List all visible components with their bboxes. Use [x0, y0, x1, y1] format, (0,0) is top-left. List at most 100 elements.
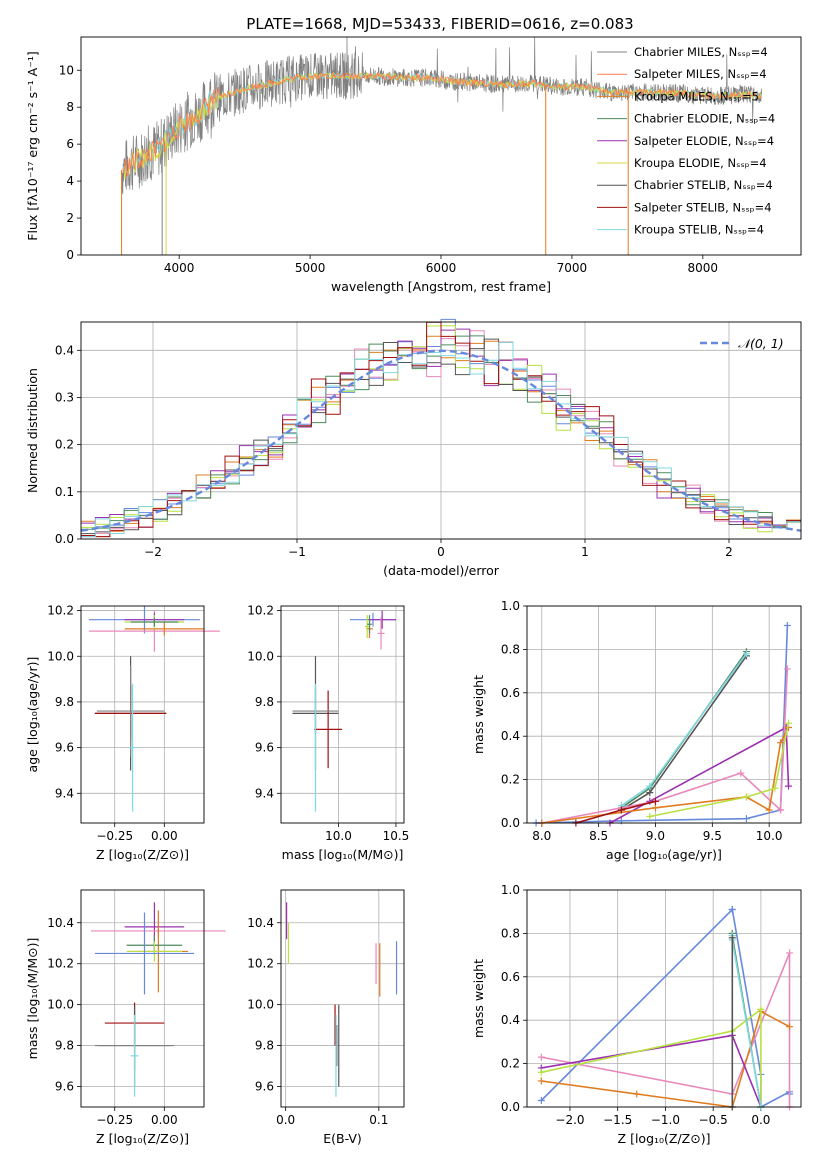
y-tick-label: 0.8	[501, 926, 520, 940]
plot-area-spectrum	[121, 37, 763, 255]
y-tick-label: 1.0	[501, 883, 520, 897]
y-tick-label: 10.0	[47, 649, 74, 663]
plot-area-residuals	[80, 318, 802, 538]
weight-series	[537, 1031, 765, 1111]
x-tick-label: 8.0	[532, 829, 551, 843]
axes-frame	[526, 605, 802, 824]
errorbar-point	[128, 683, 137, 812]
plot-area-age-vs-Z	[88, 606, 220, 812]
errorbar-point	[126, 941, 183, 962]
y-tick-label: 0.6	[501, 970, 520, 984]
y-tick-label: 0.0	[55, 532, 74, 546]
axes-frame	[526, 889, 802, 1108]
x-tick-label: 9.0	[646, 829, 665, 843]
y-tick-label: 0.0	[501, 1100, 520, 1114]
y-tick-label: 10.2	[247, 957, 274, 971]
errorbar-point	[314, 690, 342, 769]
y-tick-label: 10.2	[247, 604, 274, 618]
y-tick-label: 10.0	[247, 998, 274, 1012]
weight-point	[742, 815, 750, 823]
y-tick-label: 0.2	[501, 1057, 520, 1071]
errorbar-point	[130, 617, 179, 627]
weight-point	[537, 1077, 545, 1085]
y-tick-label: 6	[66, 137, 74, 151]
x-axis-label: wavelength [Angstrom, rest frame]	[331, 279, 551, 294]
x-tick-label: 0.0	[276, 1113, 295, 1127]
y-axis-label: mass weight	[471, 675, 486, 754]
y-tick-label: 10.2	[47, 604, 74, 618]
spectrum-model-line	[122, 71, 762, 177]
y-tick-label: 9.8	[255, 695, 274, 709]
errorbar-point	[377, 617, 385, 650]
legend-label: Chabrier ELODIE, Nₛₛₚ=4	[634, 112, 775, 126]
y-tick-label: 0.4	[501, 729, 520, 743]
errorbar-point	[368, 610, 396, 629]
errorbar-point	[130, 1014, 139, 1097]
x-tick-label: 10.5	[383, 829, 410, 843]
y-tick-label: 10.0	[47, 998, 74, 1012]
x-tick-label: −1.0	[651, 1113, 680, 1127]
x-tick-label: 0.00	[151, 1113, 178, 1127]
weight-line	[536, 625, 789, 824]
weight-point	[646, 812, 654, 820]
y-tick-label: 9.6	[55, 741, 74, 755]
y-tick-label: 0.8	[501, 642, 520, 656]
y-tick-label: 9.4	[55, 786, 74, 800]
weight-point	[617, 806, 625, 814]
plot-area-weight-vs-age	[532, 622, 792, 827]
plot-area-age-vs-mass	[292, 610, 396, 812]
weight-point	[784, 782, 792, 790]
legend-label: Kroupa ELODIE, Nₛₛₚ=4	[634, 156, 767, 170]
legend-label: Chabrier MILES, Nₛₛₚ=4	[634, 45, 768, 59]
y-tick-label: 9.4	[255, 786, 274, 800]
x-tick-label: 0	[437, 545, 445, 559]
y-tick-label: 10	[59, 63, 74, 77]
weight-line	[609, 726, 790, 824]
plot-area-mass-vs-Z	[90, 902, 226, 1097]
x-tick-label: 0.00	[151, 829, 178, 843]
panel-spectrum: 4000 5000 6000 7000 8000 0 2 4 6 8 10 wavelength [A…	[25, 36, 802, 294]
x-tick-label: 7000	[557, 261, 588, 275]
y-tick-label: 9.8	[255, 1039, 274, 1053]
weight-point	[646, 789, 654, 797]
weight-line	[620, 651, 748, 809]
weight-series	[728, 934, 736, 1111]
y-axis-label: age [log₁₀(age/yr)]	[25, 657, 40, 773]
x-tick-label: 8.5	[589, 829, 608, 843]
axes-frame	[280, 605, 405, 824]
x-axis-label: Z [log₁₀(Z/Z⊙)]	[618, 1131, 711, 1146]
panel-age-vs-mass: 10.0 10.5 9.4 9.6 9.8 10.0 10.2 mass [log₁₀(M/M…	[247, 604, 409, 862]
x-axis-label: age [log₁₀(age/yr)]	[606, 847, 722, 862]
panel-residuals: −2 −1 0 1 2 0.0 0.1 0.2 0.3 0.4 (data-model)/error…	[25, 318, 802, 578]
x-tick-label: 5000	[295, 261, 326, 275]
weight-point	[765, 806, 773, 814]
x-tick-label: 8000	[688, 261, 719, 275]
x-tick-label: −2.0	[555, 1113, 584, 1127]
panel-mass-vs-Z: −0.25 0.00 9.6 9.8 10.0 10.2 10.4 Z [log₁₀(Z/Z⊙…	[25, 889, 226, 1146]
weight-point	[728, 934, 736, 942]
x-axis-label: E(B-V)	[323, 1131, 362, 1146]
x-tick-label: 0.1	[369, 1113, 388, 1127]
errorbar-point	[124, 621, 204, 636]
weight-point	[783, 622, 791, 630]
y-tick-label: 9.8	[55, 1039, 74, 1053]
weight-point	[786, 1023, 794, 1031]
panel-age-vs-Z: −0.25 0.00 9.4 9.6 9.8 10.0 10.2 Z [log₁₀(Z/Z⊙)…	[25, 604, 220, 862]
x-tick-label: 6000	[426, 261, 457, 275]
errorbar-point	[94, 912, 195, 995]
weight-point	[783, 665, 791, 673]
axes-frame	[80, 36, 802, 256]
y-tick-label: 9.6	[55, 1080, 74, 1094]
weight-line	[649, 723, 790, 818]
legend-label: Kroupa STELIB, Nₛₛₚ=4	[634, 223, 764, 237]
y-tick-label: 0.4	[501, 1013, 520, 1027]
y-tick-label: 10.2	[47, 957, 74, 971]
axes-frame	[80, 321, 802, 540]
y-tick-label: 0.6	[501, 686, 520, 700]
y-tick-label: 8	[66, 100, 74, 114]
y-tick-label: 0.4	[55, 343, 74, 357]
weight-point	[771, 784, 779, 792]
legend-label: Salpeter ELODIE, Nₛₛₚ=4	[634, 134, 774, 148]
weight-point	[651, 797, 659, 805]
